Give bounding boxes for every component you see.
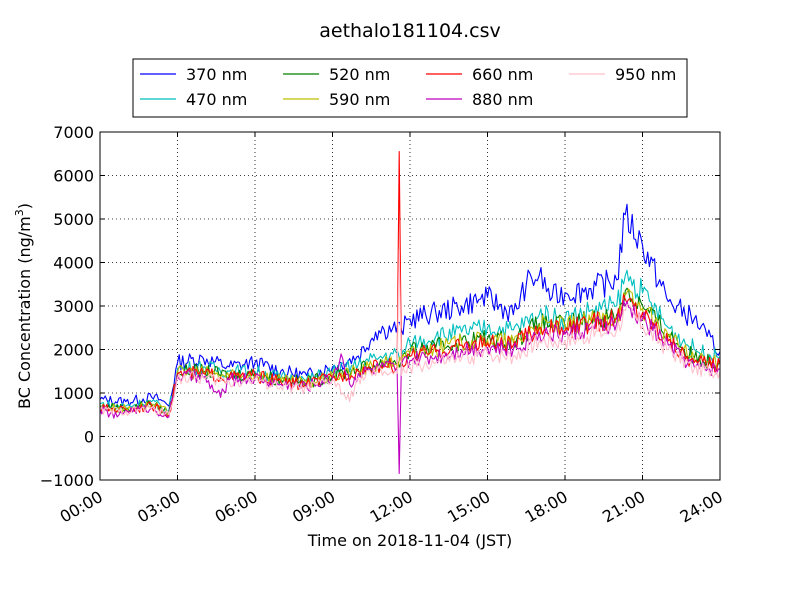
series-line-470-nm xyxy=(99,269,721,413)
chart-title: aethalo181104.csv xyxy=(319,20,501,42)
x-tick-label: 09:00 xyxy=(289,487,338,527)
y-tick-label: 3000 xyxy=(53,297,94,316)
legend-label-520-nm: 520 nm xyxy=(329,65,390,84)
x-tick-label: 00:00 xyxy=(57,487,106,527)
legend-label-950-nm: 950 nm xyxy=(615,65,676,84)
y-axis-label-close: ) xyxy=(15,203,34,209)
legend-label-880-nm: 880 nm xyxy=(472,90,533,109)
series-layer xyxy=(99,151,721,475)
x-tick-label: 21:00 xyxy=(599,487,648,527)
y-tick-label: 4000 xyxy=(53,254,94,273)
legend-box xyxy=(132,58,688,118)
series-line-660-nm xyxy=(99,151,721,418)
legend-label-470-nm: 470 nm xyxy=(186,90,247,109)
x-tick-label: 15:00 xyxy=(444,487,493,527)
legend: 370 nm 470 nm 520 nm 590 nm 660 nm 880 nm 950 … xyxy=(132,58,688,118)
series-line-950-nm xyxy=(99,248,721,417)
legend-label-660-nm: 660 nm xyxy=(472,65,533,84)
x-tick-label: 24:00 xyxy=(677,487,726,527)
y-tick-label: 6000 xyxy=(53,167,94,186)
y-axis-label: BC Concentration (ng/m3) xyxy=(13,203,34,409)
series-line-370-nm xyxy=(99,203,721,407)
legend-label-590-nm: 590 nm xyxy=(329,90,390,109)
y-tick-label: 0 xyxy=(84,428,94,447)
y-tick-label: 7000 xyxy=(53,123,94,142)
y-axis-label-sup: 3 xyxy=(13,209,26,216)
legend-label-370-nm: 370 nm xyxy=(186,65,247,84)
x-tick-label: 06:00 xyxy=(212,487,261,527)
x-tick-label: 03:00 xyxy=(134,487,183,527)
y-tick-label: 1000 xyxy=(53,384,94,403)
x-tick-label: 12:00 xyxy=(367,487,416,527)
y-tick-label: 2000 xyxy=(53,341,94,360)
x-tick-label: 18:00 xyxy=(522,487,571,527)
y-axis-label-main: BC Concentration (ng/m xyxy=(15,216,34,409)
y-tick-label: 5000 xyxy=(53,210,94,229)
x-axis-label: Time on 2018-11-04 (JST) xyxy=(307,531,512,550)
y-tick-label: −1000 xyxy=(40,471,94,490)
